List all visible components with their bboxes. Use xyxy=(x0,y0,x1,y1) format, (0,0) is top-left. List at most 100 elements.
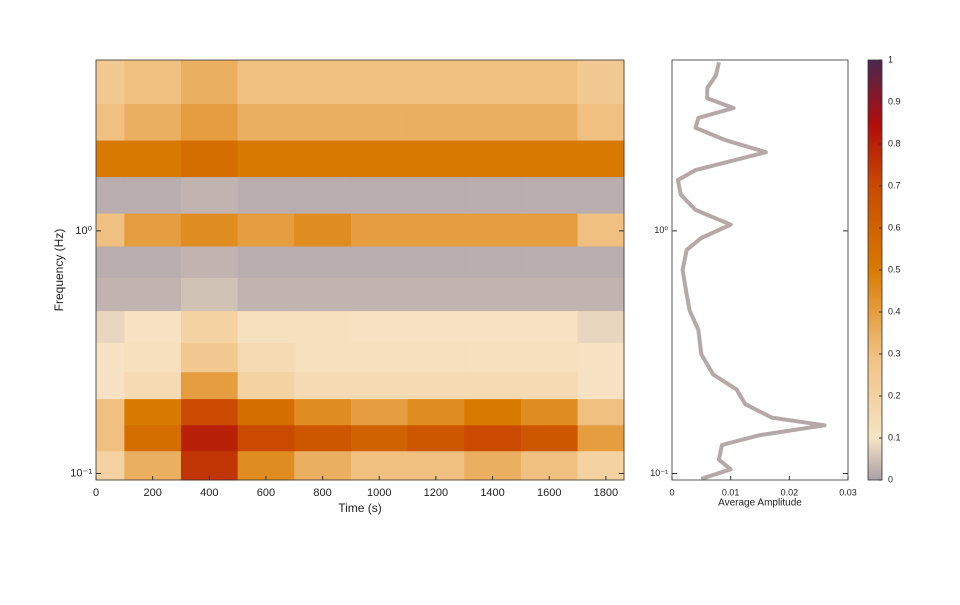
colorbar-tick-label: 0.9 xyxy=(888,96,901,106)
x-tick-label: 1400 xyxy=(480,487,504,499)
heatmap-cell xyxy=(96,277,125,312)
heatmap-cell xyxy=(407,60,465,105)
x-tick-label: 0 xyxy=(93,487,99,499)
heatmap-cell xyxy=(520,342,579,373)
colorbar-tick-label: 0.7 xyxy=(888,180,901,190)
heatmap-cell xyxy=(180,342,239,373)
heatmap-cell xyxy=(237,140,295,178)
heatmap-cell xyxy=(180,60,239,105)
heatmap-cell xyxy=(180,103,239,141)
heatmap-cell xyxy=(237,342,295,373)
x-tick-label: 800 xyxy=(313,487,331,499)
heatmap-cell xyxy=(294,450,352,481)
heatmap-cell xyxy=(124,450,182,481)
x-tick-label: 0.03 xyxy=(839,487,857,497)
heatmap-cell xyxy=(124,176,182,214)
heatmap-cell xyxy=(237,450,295,481)
heatmap-cell xyxy=(180,176,239,214)
heatmap-cell xyxy=(577,277,625,312)
heatmap-cell xyxy=(237,398,295,426)
heatmap-cell xyxy=(180,246,239,279)
heatmap-cell xyxy=(294,277,352,312)
heatmap-cell xyxy=(96,246,125,279)
colorbar-tick-label: 0.4 xyxy=(888,306,901,316)
heatmap-cell xyxy=(124,140,182,178)
heatmap-cell xyxy=(96,398,125,426)
heatmap-cell xyxy=(124,277,182,312)
heatmap-cell xyxy=(124,60,182,105)
heatmap-cell xyxy=(180,371,239,400)
y-tick-label: 10⁰ xyxy=(75,225,92,237)
amplitude-line xyxy=(675,61,827,481)
heatmap-cell xyxy=(237,60,295,105)
heatmap-cell xyxy=(407,103,465,141)
heatmap-cell xyxy=(464,371,522,400)
x-tick-label: 0 xyxy=(669,487,674,497)
heatmap-cell xyxy=(464,103,522,141)
heatmap-cell xyxy=(577,450,625,481)
y-axis-label: Frequency (Hz) xyxy=(52,229,66,312)
heatmap-cell xyxy=(350,213,409,247)
heatmap-cell xyxy=(294,398,352,426)
heatmap-cell xyxy=(577,103,625,141)
heatmap-cell xyxy=(520,246,579,279)
heatmap-cell xyxy=(237,424,295,452)
x-tick-label: 0.01 xyxy=(722,487,740,497)
heatmap-cell xyxy=(464,450,522,481)
heatmap-cell xyxy=(294,246,352,279)
y-tick-label: 10⁻¹ xyxy=(650,468,668,478)
heatmap-cell xyxy=(124,246,182,279)
colorbar-tick-label: 0.5 xyxy=(888,264,901,274)
heatmap-cell xyxy=(520,103,579,141)
y-tick-label: 10⁻¹ xyxy=(70,467,92,479)
heatmap-cell xyxy=(520,310,579,344)
heatmap-cell xyxy=(124,342,182,373)
heatmap-cell xyxy=(294,103,352,141)
heatmap-cell xyxy=(577,246,625,279)
heatmap-cell xyxy=(577,310,625,344)
heatmap-cell xyxy=(520,60,579,105)
heatmap-cell xyxy=(96,60,125,105)
heatmap-cell xyxy=(180,450,239,481)
heatmap-cell xyxy=(577,398,625,426)
heatmap-cell xyxy=(464,398,522,426)
heatmap-cell xyxy=(520,424,579,452)
heatmap-cell xyxy=(464,213,522,247)
heatmap-cell xyxy=(124,371,182,400)
heatmap-cell xyxy=(294,176,352,214)
heatmap-cell xyxy=(180,310,239,344)
colorbar-tick-label: 1 xyxy=(888,54,893,64)
heatmap-cell xyxy=(124,213,182,247)
heatmap-cell xyxy=(350,140,409,178)
heatmap-cell xyxy=(96,140,125,178)
heatmap-cell xyxy=(124,103,182,141)
heatmap-cell xyxy=(180,140,239,178)
x-tick-label: 1200 xyxy=(424,487,448,499)
heatmap-cell xyxy=(407,450,465,481)
heatmap-cell xyxy=(407,310,465,344)
heatmap-cell xyxy=(96,424,125,452)
heatmap-cell xyxy=(407,140,465,178)
heatmap-cell xyxy=(294,371,352,400)
heatmap-cell xyxy=(577,342,625,373)
heatmap-cell xyxy=(520,140,579,178)
heatmap-cell xyxy=(407,398,465,426)
heatmap-cell xyxy=(464,424,522,452)
heatmap-cell xyxy=(96,213,125,247)
heatmap-cell xyxy=(520,398,579,426)
heatmap-cell xyxy=(237,277,295,312)
heatmap-cell xyxy=(350,342,409,373)
heatmap-cell xyxy=(294,424,352,452)
colorbar-tick-label: 0 xyxy=(888,474,893,484)
heatmap-cell xyxy=(96,371,125,400)
heatmap-cell xyxy=(350,398,409,426)
heatmap-cell xyxy=(237,213,295,247)
heatmap-cell xyxy=(350,277,409,312)
heatmap-cell xyxy=(464,342,522,373)
heatmap-cell xyxy=(180,213,239,247)
heatmap-cell xyxy=(96,342,125,373)
heatmap-cell xyxy=(577,424,625,452)
heatmap-cell xyxy=(180,277,239,312)
heatmap-cell xyxy=(124,398,182,426)
